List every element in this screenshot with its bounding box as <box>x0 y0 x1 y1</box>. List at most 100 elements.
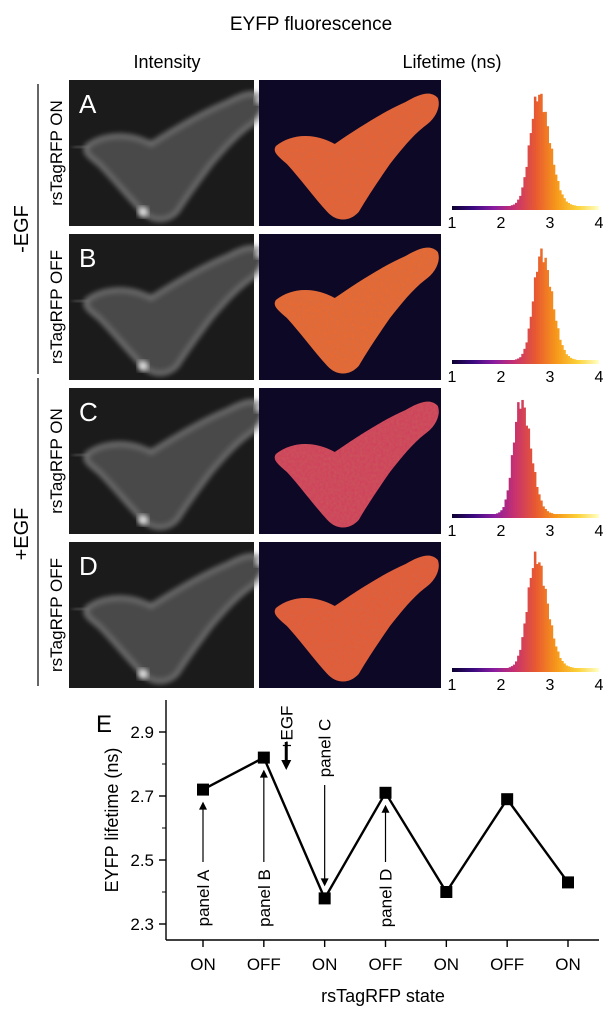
histogram-bar <box>573 359 577 360</box>
lifetime-cell <box>274 93 439 220</box>
histogram-bar <box>527 587 531 668</box>
histogram-bar <box>559 339 562 360</box>
histogram-bar <box>569 204 573 206</box>
histogram-bar <box>531 463 535 514</box>
histogram-bar <box>512 204 516 206</box>
histogram-bar <box>563 663 566 668</box>
x-tick-label: OFF <box>490 955 524 974</box>
panel-letter: D <box>79 551 98 581</box>
histogram-bar <box>523 348 526 360</box>
histogram-bar <box>540 93 543 206</box>
y-tick-label: 2.3 <box>130 915 154 934</box>
histogram-bar <box>559 658 562 668</box>
annotation: panel C <box>316 719 335 887</box>
image-row: rsTagRFP OFF B 1 2 3 4 <box>47 234 604 386</box>
x-tick-label: ON <box>434 955 460 974</box>
annotation-label: panel A <box>194 869 213 926</box>
x-tick-label: ON <box>555 955 581 974</box>
x-axis-label: rsTagRFP state <box>321 986 445 1006</box>
histogram-bar <box>529 448 533 514</box>
plus-egf-label: +EGF <box>11 508 33 561</box>
histogram-bar <box>550 513 554 514</box>
histogram-bar <box>533 96 537 206</box>
y-tick-label: 2.5 <box>130 851 154 870</box>
histogram-bar <box>548 143 552 206</box>
lifetime-cell <box>274 555 439 682</box>
histogram-bar <box>559 190 562 206</box>
data-point <box>440 886 453 898</box>
x-tick-label: OFF <box>247 955 281 974</box>
histogram-bar <box>519 649 522 668</box>
histogram-bar <box>544 111 547 206</box>
histogram-bar <box>567 666 570 668</box>
histogram-bar <box>561 194 564 206</box>
y-tick-label: 2.9 <box>130 723 154 742</box>
histogram-tick-label: 3 <box>546 369 555 386</box>
histogram-bar <box>521 353 524 360</box>
histogram-bar <box>519 408 522 514</box>
histogram-bar <box>500 510 503 514</box>
data-point <box>318 892 331 905</box>
histogram-bar <box>529 577 533 668</box>
histogram-bar <box>510 455 514 514</box>
histogram-bar <box>550 148 554 206</box>
histogram-bar <box>502 507 505 514</box>
histogram-bar <box>565 201 568 206</box>
histogram-bar <box>546 126 549 206</box>
histogram-bar <box>519 357 522 360</box>
image-row: rsTagRFP ON A 1 2 3 4 <box>47 80 604 232</box>
histogram-bar <box>540 565 543 668</box>
histogram-bar <box>544 508 547 514</box>
histogram-bar <box>508 667 512 668</box>
histogram-bar <box>519 195 522 206</box>
intensity-cell <box>72 554 266 683</box>
annotation: panel D <box>377 804 396 928</box>
data-point <box>257 751 270 764</box>
rsTagRFP-state-label: rsTagRFP ON <box>47 408 66 514</box>
histogram-bar <box>521 187 524 206</box>
histogram-bar <box>542 112 545 206</box>
colorbar <box>452 668 599 672</box>
histogram-bar <box>510 205 514 206</box>
histogram-bar <box>540 500 543 514</box>
histogram-bar <box>517 199 520 206</box>
panel-letter: A <box>79 89 97 119</box>
histogram-bar <box>563 198 566 206</box>
lifetime-cell <box>274 247 439 374</box>
annotation-label: panel C <box>316 719 335 778</box>
histogram-tick-label: 3 <box>546 215 555 232</box>
y-axis-label: EYFP lifetime (ns) <box>102 748 122 893</box>
annotation-label: panel D <box>377 869 396 928</box>
image-row: rsTagRFP OFF D 1 2 3 4 <box>47 542 604 694</box>
histogram-bar <box>506 490 510 514</box>
data-point <box>562 876 574 889</box>
histogram-tick-label: 1 <box>448 677 457 694</box>
rsTagRFP-state-label: rsTagRFP OFF <box>47 250 66 364</box>
panel-letter: C <box>79 397 98 427</box>
histogram-bar <box>557 328 560 360</box>
histogram-bar <box>525 612 528 668</box>
histogram-bar <box>544 588 547 668</box>
lifetime-cell <box>274 401 439 528</box>
histogram-bar <box>552 164 556 206</box>
histogram-bar <box>536 271 539 360</box>
histogram-bar <box>510 666 514 668</box>
histogram-bar <box>550 625 554 668</box>
histogram-bar <box>548 286 552 360</box>
histogram-bar <box>538 94 541 206</box>
x-tick-label: ON <box>190 955 216 974</box>
histogram-bar <box>523 407 526 514</box>
histogram-bar <box>544 257 547 360</box>
histogram-tick-label: 2 <box>497 677 506 694</box>
histogram-bar <box>554 320 558 360</box>
annotation: panel B <box>255 769 274 927</box>
histogram-tick-label: 1 <box>448 523 457 540</box>
histogram-bar <box>536 486 539 514</box>
histogram-bar <box>515 421 518 514</box>
histogram-bar <box>521 637 524 668</box>
image-row: rsTagRFP ON C 1 2 3 4 <box>47 388 604 540</box>
lifetime-histogram: 1 2 3 4 <box>448 551 604 694</box>
histogram-bar <box>533 551 537 668</box>
histogram-bar <box>508 477 512 514</box>
